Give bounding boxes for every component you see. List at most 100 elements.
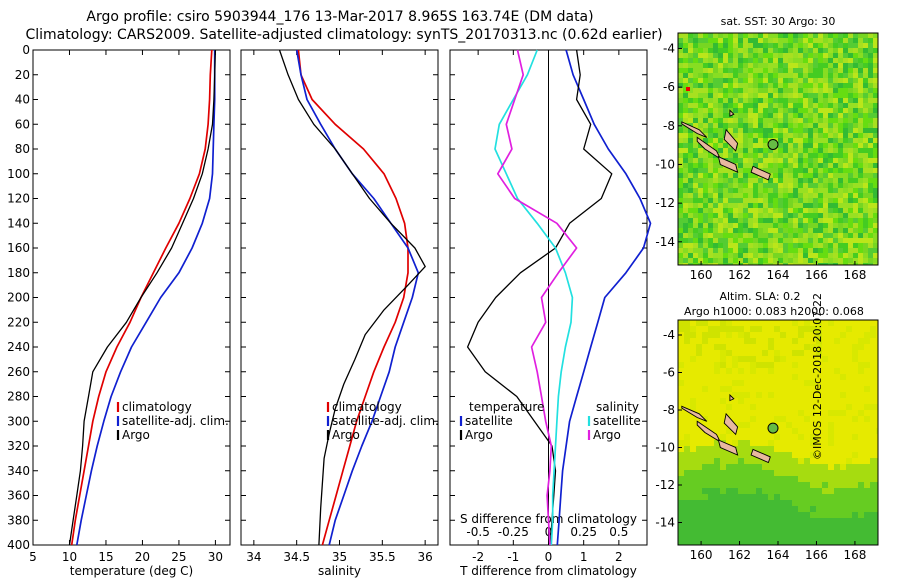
map-cell <box>804 434 810 440</box>
map-cell <box>783 93 788 98</box>
map-cell <box>768 362 774 368</box>
map-cell <box>792 476 798 482</box>
map-cell <box>793 113 798 118</box>
map-cell <box>804 506 810 512</box>
map-y-tick-label: -12 <box>655 196 675 210</box>
map-cell <box>840 524 846 530</box>
map-cell <box>833 188 838 193</box>
y-tick-label: 60 <box>15 117 30 131</box>
map-cell <box>803 218 808 223</box>
map-cell <box>873 253 878 258</box>
map-cell <box>868 128 873 133</box>
map-cell <box>738 476 744 482</box>
map-cell <box>768 153 773 158</box>
map-cell <box>823 243 828 248</box>
map-cell <box>803 248 808 253</box>
map-cell <box>823 213 828 218</box>
map-cell <box>738 452 744 458</box>
map-cell <box>834 368 840 374</box>
map-cell <box>868 133 873 138</box>
map-cell <box>720 344 726 350</box>
map-cell <box>828 542 834 545</box>
map-cell <box>813 223 818 228</box>
map-cell <box>748 193 753 198</box>
map-cell <box>688 73 693 78</box>
map-cell <box>876 530 878 536</box>
map-cell <box>834 338 840 344</box>
map-cell <box>868 113 873 118</box>
map-cell <box>834 374 840 380</box>
map-cell <box>783 88 788 93</box>
map-cell <box>868 118 873 123</box>
map-cell <box>763 233 768 238</box>
map-cell <box>758 113 763 118</box>
map-cell <box>753 133 758 138</box>
map-cell <box>748 88 753 93</box>
map-cell <box>753 198 758 203</box>
map-cell <box>763 88 768 93</box>
map-cell <box>708 133 713 138</box>
map-cell <box>863 243 868 248</box>
map-cell <box>768 118 773 123</box>
map-cell <box>810 446 816 452</box>
map-cell <box>678 320 684 326</box>
map-cell <box>828 476 834 482</box>
map-cell <box>840 344 846 350</box>
map-cell <box>743 213 748 218</box>
map-cell <box>876 446 878 452</box>
map-cell <box>788 198 793 203</box>
map-cell <box>748 158 753 163</box>
map-cell <box>858 258 863 263</box>
map-cell <box>678 178 683 183</box>
map-cell <box>708 404 714 410</box>
map-cell <box>828 48 833 53</box>
map-cell <box>762 470 768 476</box>
map-cell <box>756 458 762 464</box>
map-cell <box>798 203 803 208</box>
map-cell <box>833 233 838 238</box>
map-cell <box>773 118 778 123</box>
map-cell <box>773 238 778 243</box>
map-cell <box>786 458 792 464</box>
map-cell <box>788 223 793 228</box>
map-cell <box>864 476 870 482</box>
map-cell <box>683 78 688 83</box>
map-cell <box>738 63 743 68</box>
map-cell <box>828 392 834 398</box>
map-cell <box>748 223 753 228</box>
map-cell <box>744 536 750 542</box>
map-cell <box>783 198 788 203</box>
map-cell <box>863 208 868 213</box>
map-cell <box>768 458 774 464</box>
map-cell <box>843 58 848 63</box>
map-cell <box>723 33 728 38</box>
map-cell <box>808 148 813 153</box>
map-cell <box>858 153 863 158</box>
x2-tick-label: -0.5 <box>466 525 489 539</box>
map-cell <box>848 133 853 138</box>
map-cell <box>838 238 843 243</box>
map-cell <box>720 404 726 410</box>
map-cell <box>763 113 768 118</box>
map-cell <box>816 518 822 524</box>
map-cell <box>846 404 852 410</box>
map-cell <box>678 404 684 410</box>
map-cell <box>688 98 693 103</box>
map-cell <box>823 138 828 143</box>
map-cell <box>750 434 756 440</box>
map-cell <box>834 332 840 338</box>
map-cell <box>783 83 788 88</box>
map-cell <box>868 208 873 213</box>
map-cell <box>833 158 838 163</box>
map-cell <box>788 158 793 163</box>
map-cell <box>763 263 768 265</box>
map-cell <box>773 43 778 48</box>
map-cell <box>758 78 763 83</box>
map-cell <box>868 163 873 168</box>
map-cell <box>763 208 768 213</box>
map-cell <box>726 428 732 434</box>
map-cell <box>780 350 786 356</box>
map-cell <box>810 530 816 536</box>
map-cell <box>678 536 684 542</box>
map-cell <box>808 63 813 68</box>
